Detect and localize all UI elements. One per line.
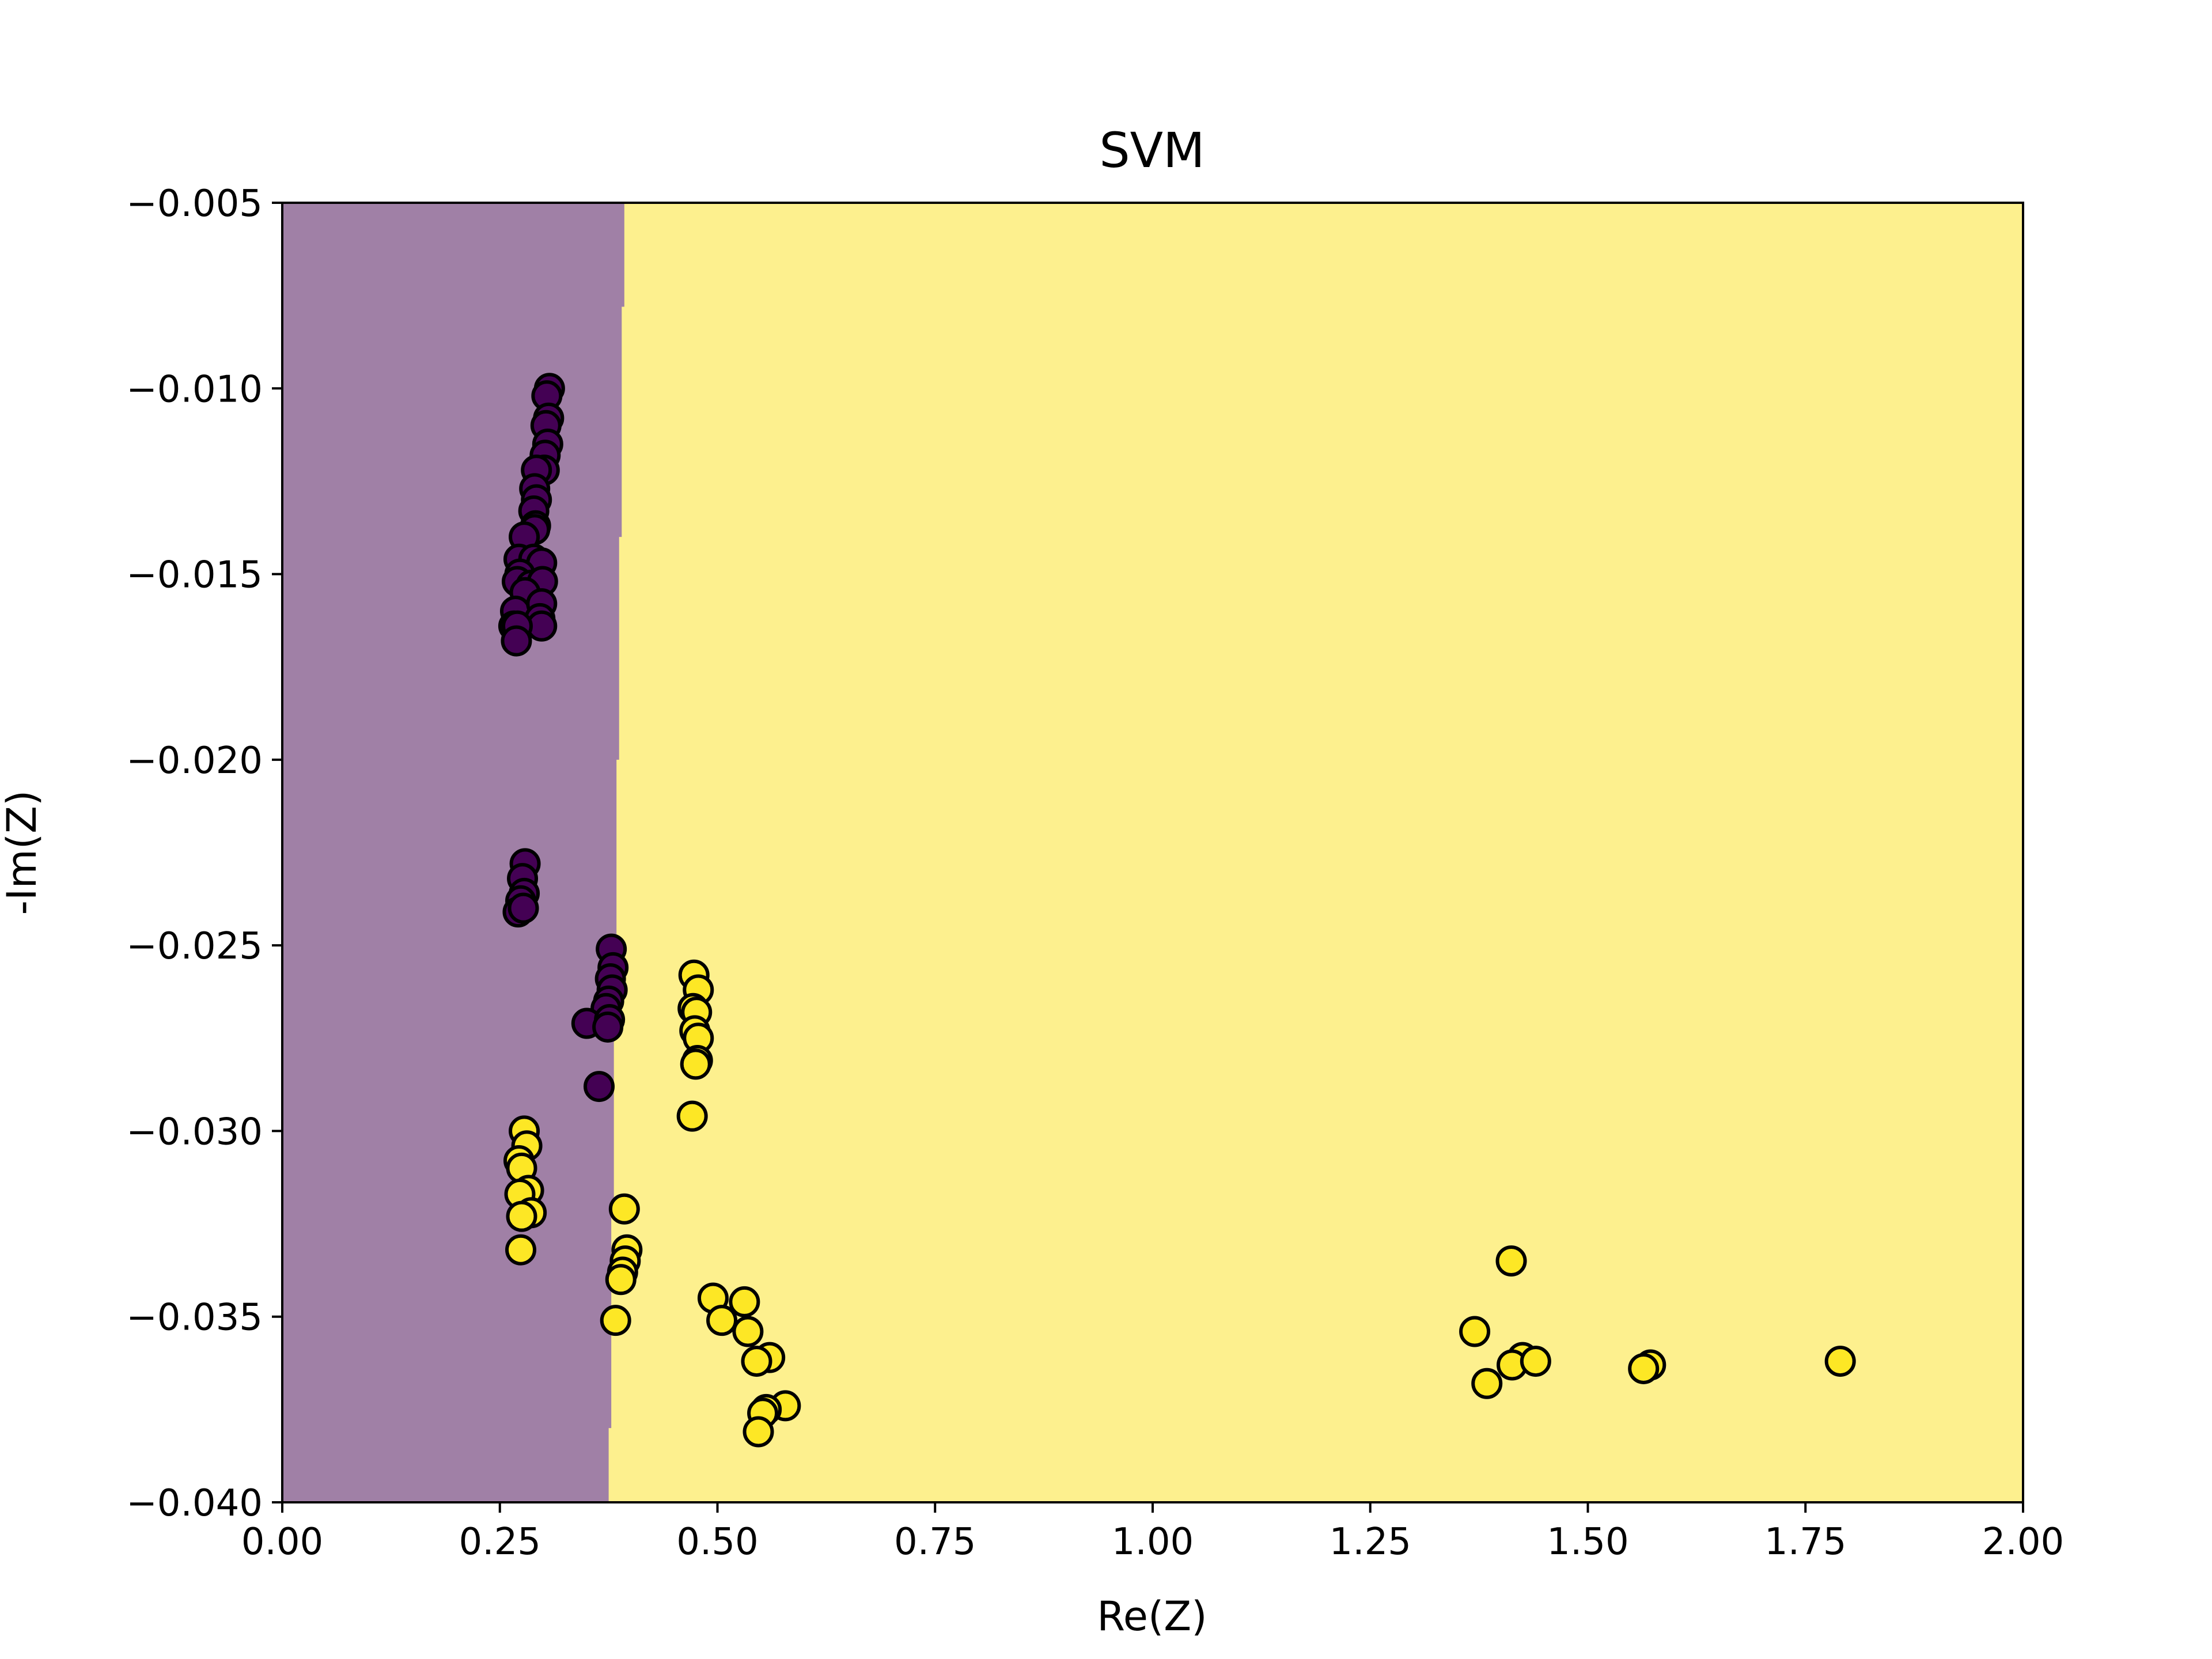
x-tick-label: 0.00	[241, 1521, 324, 1563]
y-axis: −0.005 −0.010 −0.015 −0.020 −0.025 −0.030 −0.0…	[126, 183, 282, 1525]
x-tick-label: 2.00	[1982, 1521, 2065, 1563]
scatter-point-class-1	[1628, 1353, 1660, 1384]
scatter-point-class-1	[505, 1234, 537, 1266]
x-tick-label: 1.25	[1330, 1521, 1412, 1563]
x-tick-label: 1.75	[1764, 1521, 1847, 1563]
scatter-point-class-1	[743, 1416, 774, 1448]
scatter-point-class-0	[507, 892, 539, 924]
plot-area	[281, 202, 2024, 1503]
scatter-point-class-1	[680, 1048, 711, 1080]
scatter-points	[498, 373, 1856, 1448]
scatter-point-class-0	[501, 625, 532, 657]
x-axis-label: Re(Z)	[1097, 1593, 1207, 1640]
scatter-point-class-1	[1824, 1346, 1856, 1377]
scatter-point-class-1	[1520, 1346, 1551, 1377]
x-tick-label: 1.00	[1112, 1521, 1194, 1563]
scatter-point-class-1	[729, 1286, 760, 1317]
scatter-point-class-1	[1471, 1368, 1503, 1399]
scatter-point-class-1	[600, 1305, 631, 1336]
chart-title: SVM	[1099, 122, 1205, 179]
y-tick-label: −0.025	[126, 925, 263, 968]
scatter-point-class-1	[706, 1305, 738, 1336]
scatter-point-class-1	[676, 1100, 708, 1132]
scatter-point-class-1	[741, 1346, 772, 1377]
y-tick-label: −0.020	[126, 740, 263, 782]
y-tick-label: −0.040	[126, 1482, 263, 1525]
y-tick-label: −0.010	[126, 368, 263, 411]
x-tick-label: 0.50	[676, 1521, 759, 1563]
x-tick-label: 0.25	[459, 1521, 541, 1563]
y-tick-label: −0.015	[126, 554, 263, 597]
scatter-point-class-1	[608, 1193, 640, 1225]
x-axis: 0.00 0.25 0.50 0.75 1.00 1.25 1.50 1.75 2.00	[241, 1502, 2065, 1563]
scatter-point-class-1	[605, 1264, 637, 1296]
x-tick-label: 1.50	[1547, 1521, 1629, 1563]
y-axis-label: -Im(Z)	[0, 790, 46, 915]
scatter-point-class-0	[584, 1071, 615, 1103]
x-tick-label: 0.75	[894, 1521, 976, 1563]
scatter-point-class-1	[732, 1316, 764, 1347]
y-tick-label: −0.030	[126, 1111, 263, 1153]
y-tick-label: −0.035	[126, 1297, 263, 1339]
scatter-point-class-0	[592, 1011, 624, 1043]
scatter-point-class-1	[1459, 1316, 1491, 1347]
scatter-point-class-1	[506, 1200, 537, 1232]
decision-region-class-0	[282, 203, 624, 1502]
scatter-point-class-1	[1495, 1245, 1527, 1277]
y-tick-label: −0.005	[126, 183, 263, 225]
